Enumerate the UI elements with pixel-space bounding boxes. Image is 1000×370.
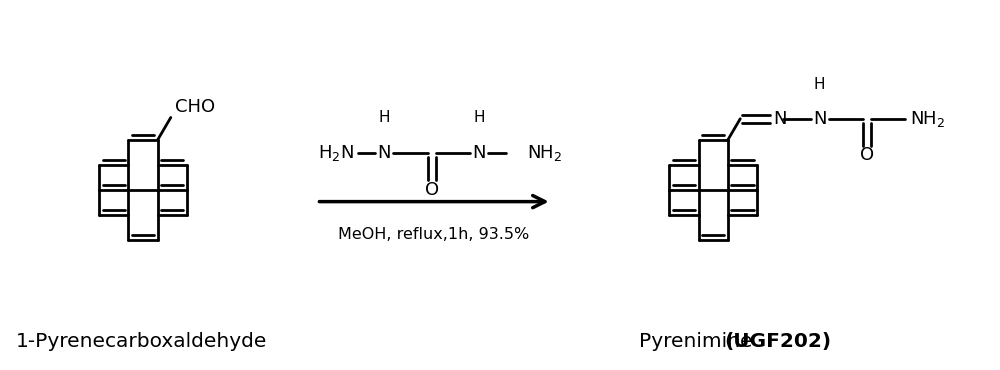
Text: 1-Pyrenecarboxaldehyde: 1-Pyrenecarboxaldehyde (16, 332, 267, 351)
Text: Pyrenimine: Pyrenimine (639, 332, 759, 351)
Text: (UGF202): (UGF202) (724, 332, 831, 351)
Text: H: H (473, 110, 485, 125)
Text: N: N (813, 110, 826, 128)
Text: H$_2$N: H$_2$N (318, 143, 354, 163)
Text: CHO: CHO (175, 98, 215, 117)
Text: N: N (377, 144, 391, 162)
Text: N: N (472, 144, 486, 162)
Text: O: O (425, 181, 439, 199)
Text: H: H (814, 77, 825, 92)
Text: H: H (378, 110, 390, 125)
Text: NH$_2$: NH$_2$ (527, 143, 562, 163)
Text: NH$_2$: NH$_2$ (910, 109, 945, 129)
Text: N: N (773, 110, 786, 128)
Text: MeOH, reflux,1h, 93.5%: MeOH, reflux,1h, 93.5% (338, 227, 529, 242)
Text: O: O (860, 146, 874, 164)
